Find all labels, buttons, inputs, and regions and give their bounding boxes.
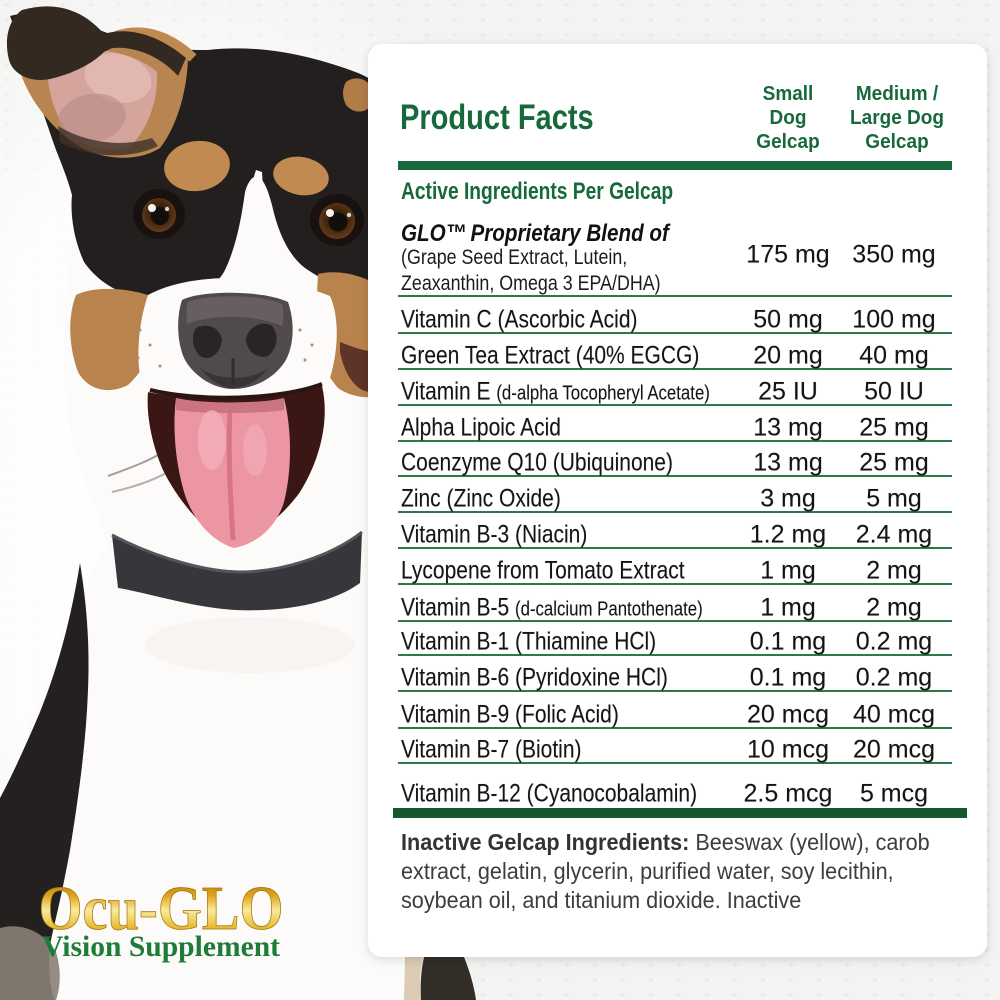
svg-text:Vision Supplement: Vision Supplement xyxy=(42,930,280,963)
svg-text:Ocu-GLO: Ocu-GLO xyxy=(39,875,284,943)
